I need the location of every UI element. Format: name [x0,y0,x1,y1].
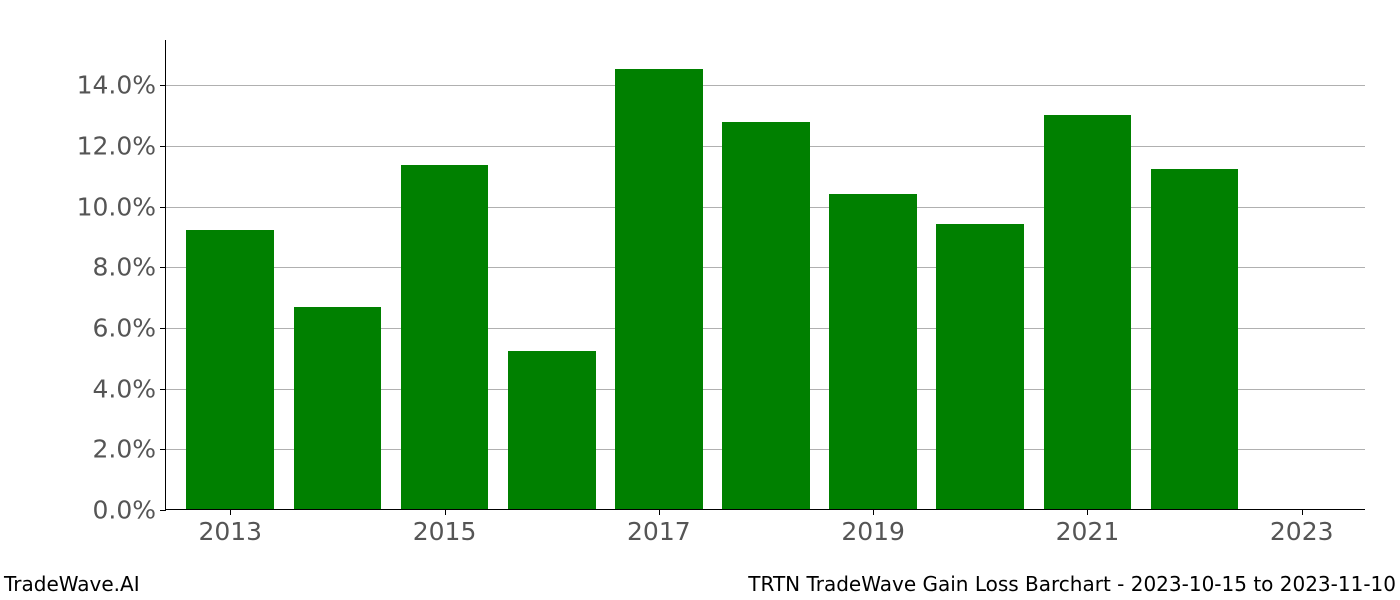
footer-left-text: TradeWave.AI [4,572,140,596]
bar [615,69,703,509]
plot-area: 0.0%2.0%4.0%6.0%8.0%10.0%12.0%14.0%20132… [165,40,1365,510]
x-tick-label: 2021 [1056,509,1120,546]
x-tick-label: 2019 [841,509,905,546]
y-tick-label: 0.0% [92,496,166,525]
x-tick-label: 2015 [413,509,477,546]
bar [401,165,489,509]
y-tick-label: 12.0% [77,132,166,161]
y-tick-label: 6.0% [92,314,166,343]
chart-container: 0.0% 2.0% 4.0% 6.0% 8.0% 10.0% 12.0% 14.0% 2013 2… [0,0,1400,600]
x-tick-label: 2013 [198,509,262,546]
x-tick-label: 2017 [627,509,691,546]
y-tick-label: 14.0% [77,71,166,100]
y-tick-label: 4.0% [92,374,166,403]
bar [186,230,274,509]
y-tick-label: 8.0% [92,253,166,282]
y-tick-label: 2.0% [92,435,166,464]
bar [936,224,1024,509]
footer-right-text: TRTN TradeWave Gain Loss Barchart - 2023… [748,572,1396,596]
bar [1044,115,1132,509]
bar [294,307,382,509]
y-gridline [166,85,1365,86]
bar [1151,169,1239,509]
bar [508,351,596,509]
y-tick-label: 10.0% [77,192,166,221]
x-tick-label: 2023 [1270,509,1334,546]
bar [722,122,810,509]
bar [829,194,917,509]
